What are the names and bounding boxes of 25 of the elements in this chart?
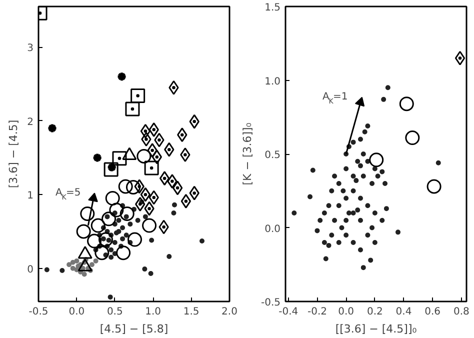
y-tick-label: 2 bbox=[27, 116, 34, 128]
x-axis-title: [4.5] − [5.8] bbox=[100, 322, 168, 336]
x-tick-label: 0.4 bbox=[396, 306, 412, 318]
x-tick-label: 1.5 bbox=[183, 306, 200, 318]
y-tick-label: 0 bbox=[27, 264, 34, 276]
x-tick-label: 0.6 bbox=[424, 306, 441, 318]
x-tick-label: 1.0 bbox=[145, 306, 162, 318]
x-tick-label: 0.0 bbox=[338, 306, 354, 318]
x-tick-label: 0.0 bbox=[68, 306, 85, 318]
x-tick-label: 0.8 bbox=[454, 306, 470, 318]
x-tick-label: 0.5 bbox=[106, 306, 123, 318]
x-tick-label: -0.2 bbox=[307, 306, 327, 318]
y-tick-label: 0.5 bbox=[264, 150, 281, 161]
x-tick-label: 2.0 bbox=[222, 306, 238, 318]
y-axis-title: [3.6] − [4.5] bbox=[7, 120, 20, 188]
x-tick-label: 0.2 bbox=[366, 306, 383, 318]
y-tick-label: 1 bbox=[27, 190, 34, 202]
x-axis-title: [[3.6] − [4.5]]₀ bbox=[335, 322, 418, 336]
x-tick-label: -0.4 bbox=[278, 306, 298, 318]
y-tick-label: -0.5 bbox=[260, 298, 281, 308]
y-tick-label: 1.5 bbox=[264, 2, 281, 14]
y-tick-label: 1.0 bbox=[264, 76, 281, 88]
y-axis-title: [K − [3.6]]₀ bbox=[240, 122, 254, 186]
y-tick-label: 0.0 bbox=[264, 224, 281, 235]
y-tick-label: 3 bbox=[27, 43, 34, 54]
